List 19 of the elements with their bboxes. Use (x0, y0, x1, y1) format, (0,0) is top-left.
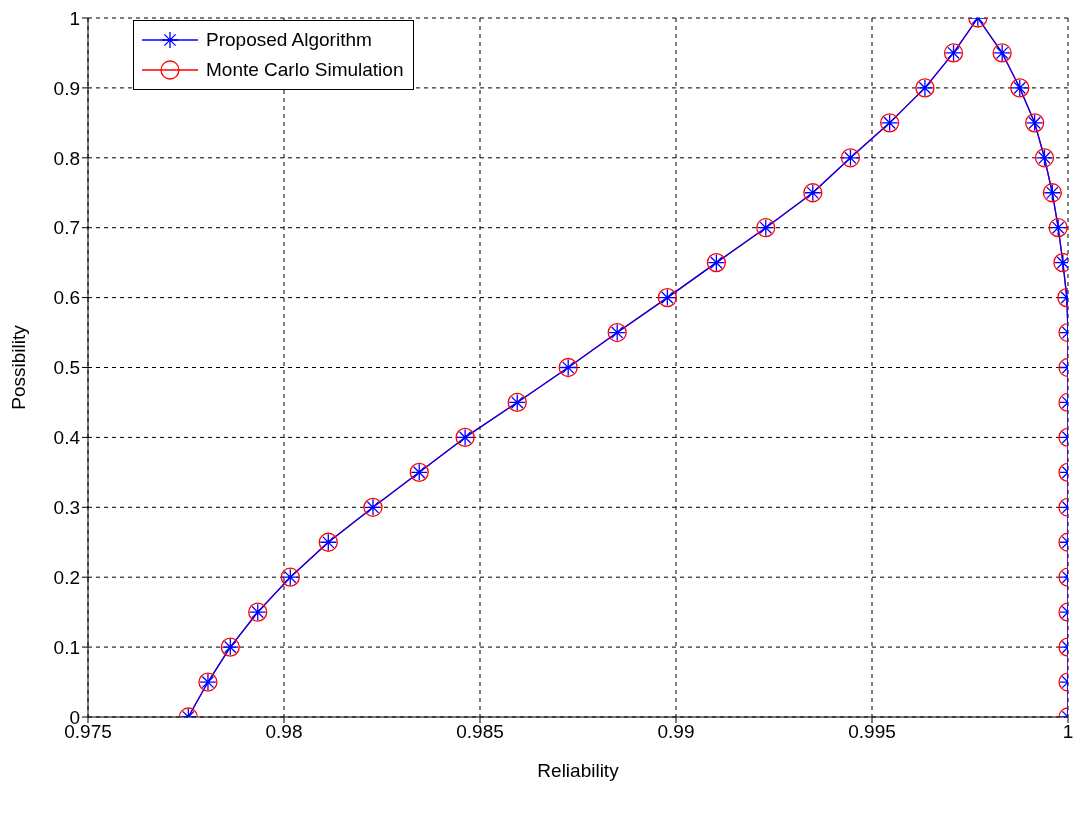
y-tick-label: 0.7 (53, 217, 80, 239)
x-axis-title: Reliability (537, 760, 620, 781)
y-tick-label: 0.4 (53, 427, 81, 449)
y-tick-label: 0.3 (53, 497, 80, 519)
y-axis-title: Possibility (7, 324, 29, 410)
y-tick-label: 0.5 (53, 357, 80, 379)
x-tick-label: 1 (1062, 721, 1074, 743)
y-tick-label: 0.9 (53, 77, 80, 99)
y-tick-label: 0.2 (53, 566, 80, 588)
legend-label: Proposed Algorithm (206, 29, 372, 51)
y-tick-label: 0.1 (53, 636, 80, 658)
y-tick-label: 1 (69, 7, 80, 29)
y-tick-label: 0.6 (53, 287, 80, 309)
x-tick-label: 0.985 (456, 721, 504, 743)
y-tick-label: 0.8 (53, 147, 80, 169)
legend-label: Monte Carlo Simulation (206, 59, 404, 81)
x-tick-label: 0.995 (848, 721, 896, 743)
x-tick-label: 0.99 (657, 721, 695, 743)
x-tick-label: 0.98 (265, 721, 303, 743)
